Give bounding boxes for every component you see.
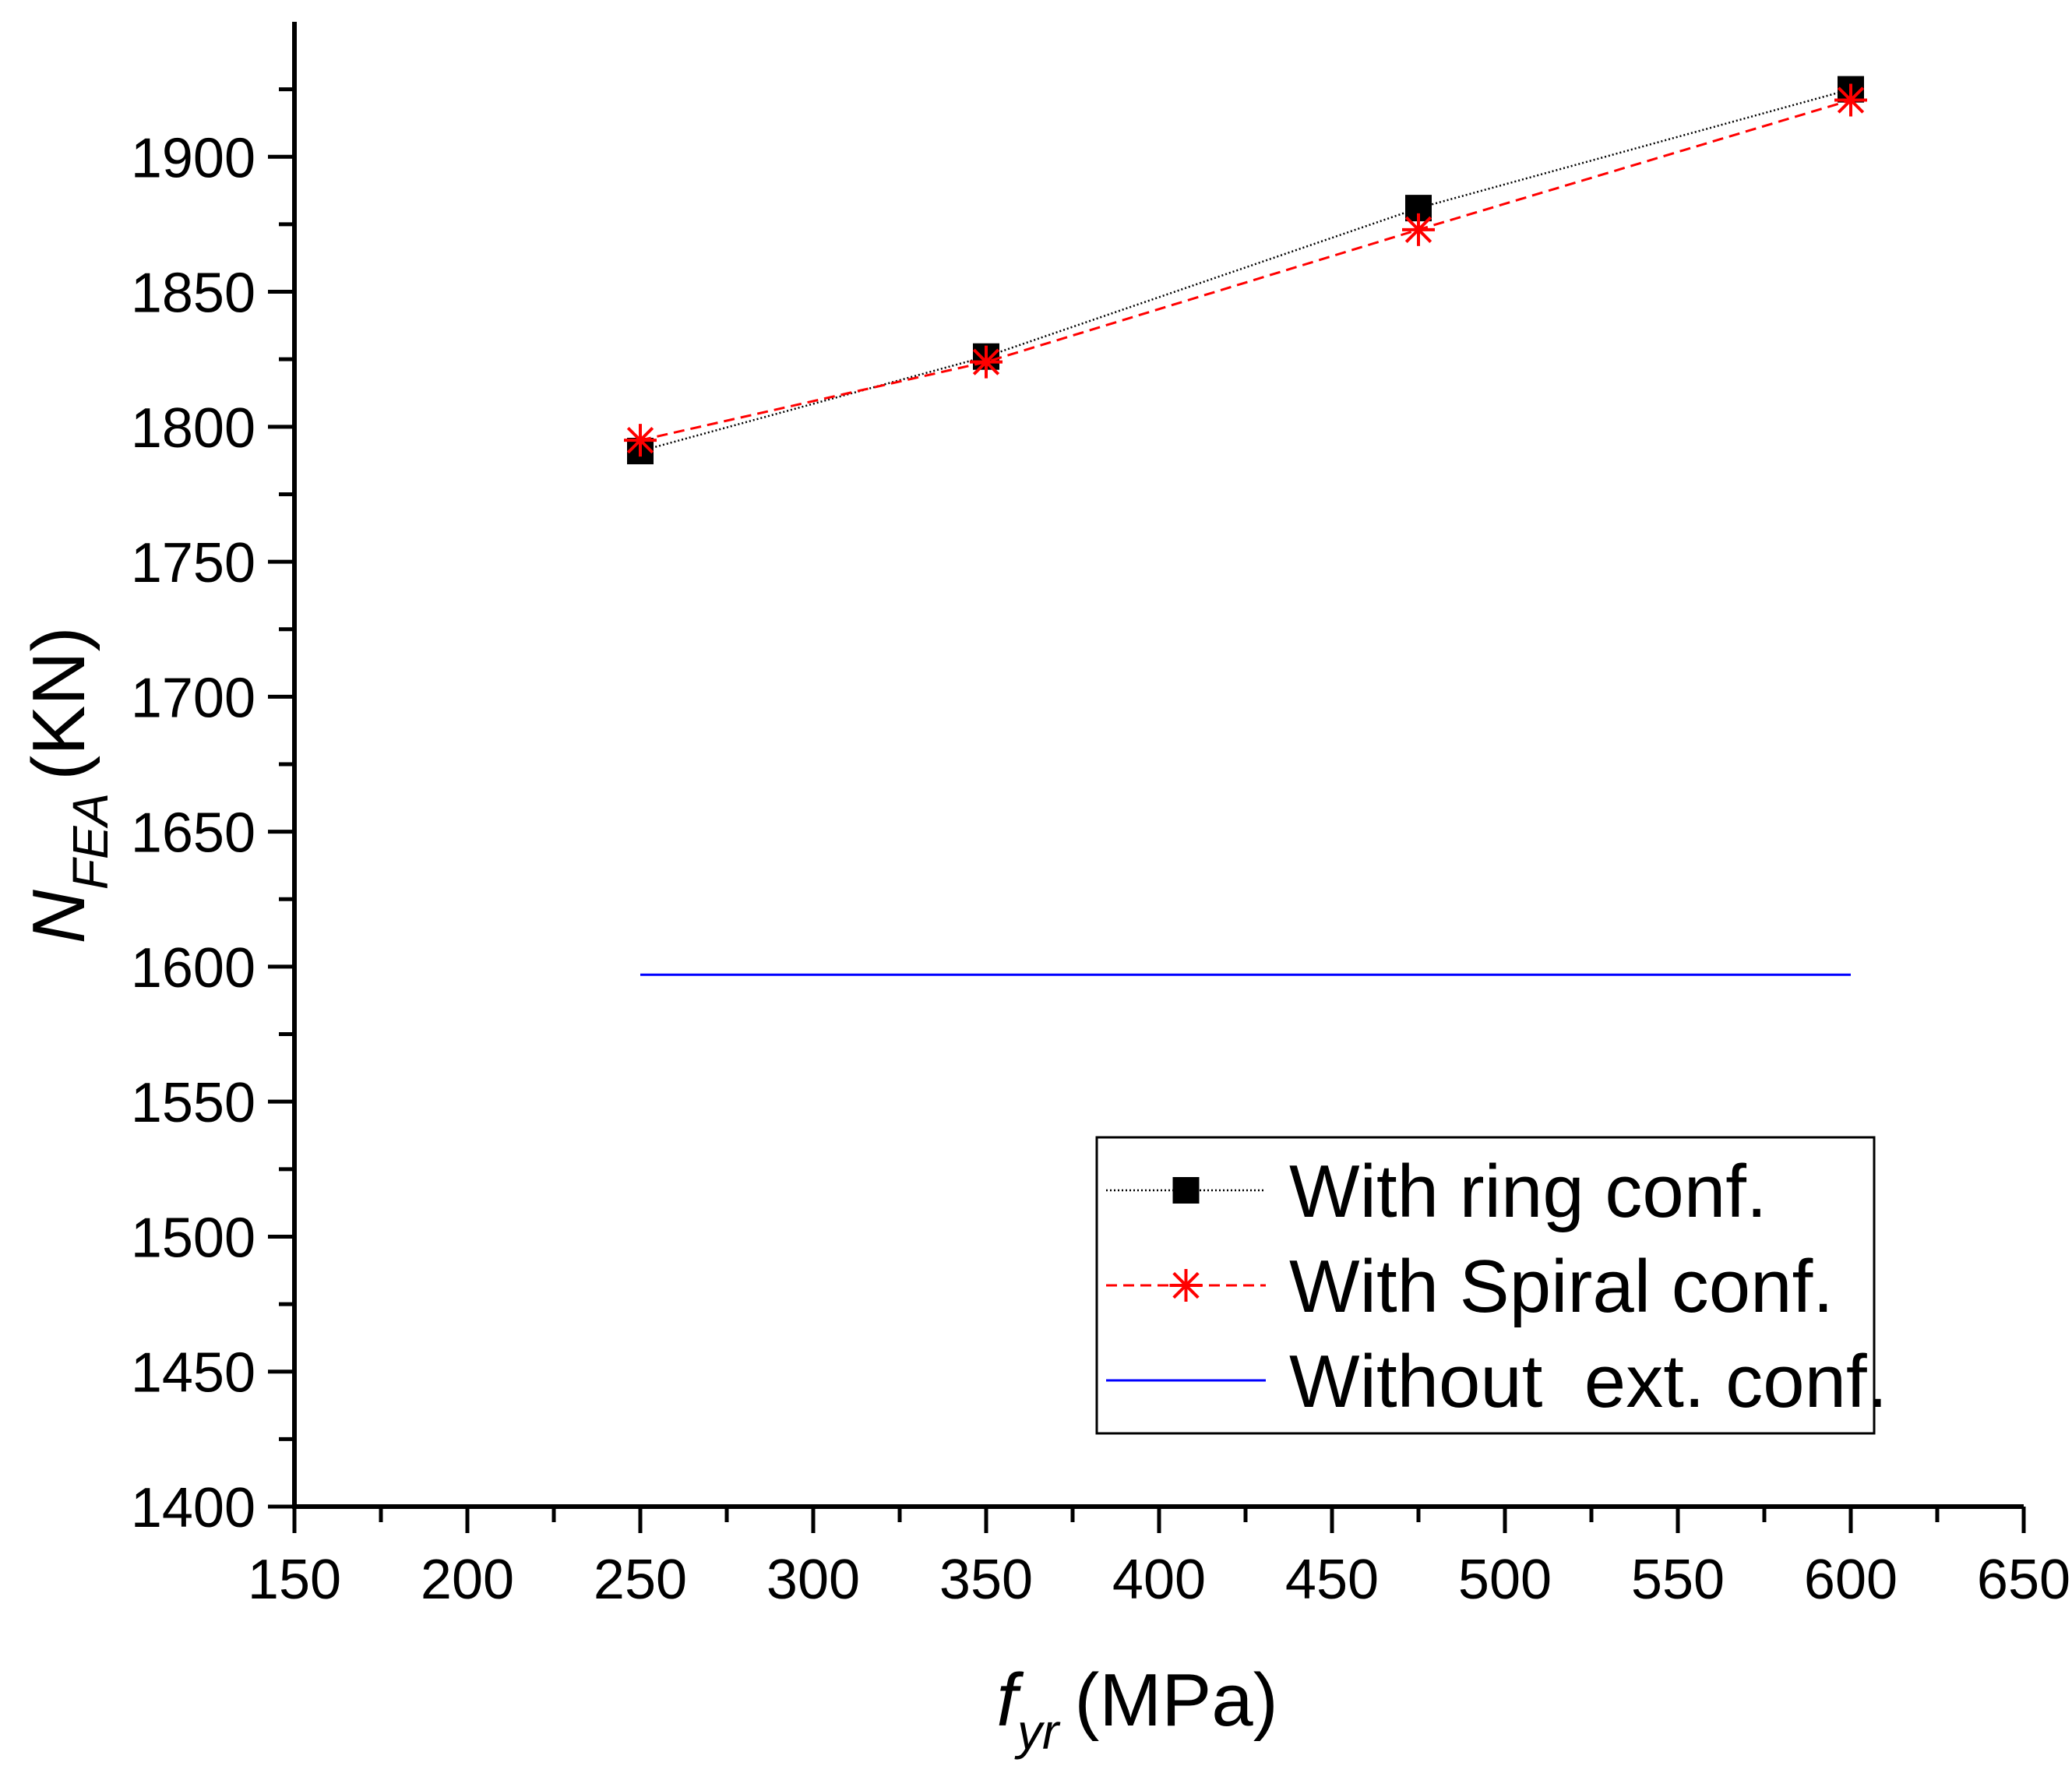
x-axis-title: fyr (MPa): [996, 1658, 1277, 1760]
y-axis-symbol: N: [17, 890, 100, 944]
legend-item: With Spiral conf.: [1106, 1245, 1834, 1328]
y-tick-label: 1650: [131, 802, 255, 865]
y-tick-label: 1850: [131, 263, 255, 325]
y-tick-label: 1900: [131, 127, 255, 189]
legend: With ring conf. With Spiral conf. Without …: [1095, 1136, 1887, 1435]
legend-item: With ring conf.: [1106, 1150, 1767, 1233]
x-tick-label: 300: [766, 1549, 860, 1611]
legend-label: Without ext. conf.: [1289, 1340, 1887, 1423]
tick-labels: 150 200 250 300 350 400 450 500 550 600 650 1400 145…: [131, 127, 2070, 1611]
x-axis-subscript: yr: [1014, 1704, 1061, 1760]
data-point: [970, 345, 1003, 379]
x-tick-label: 450: [1285, 1549, 1379, 1611]
y-tick-label: 1400: [131, 1477, 255, 1539]
y-tick-label: 1450: [131, 1342, 255, 1405]
series-line: [640, 88, 1852, 453]
x-tick-label: 600: [1804, 1549, 1898, 1611]
x-tick-label: 550: [1631, 1549, 1725, 1611]
y-tick-label: 1500: [131, 1207, 255, 1269]
legend-marker: [1169, 1269, 1203, 1302]
legend-item: Without ext. conf.: [1106, 1340, 1887, 1423]
data-point: [624, 424, 657, 457]
y-tick-label: 1750: [131, 532, 255, 594]
data-point: [1402, 213, 1435, 246]
y-axis-subscript: FEA: [62, 793, 118, 890]
data-point: [1834, 83, 1867, 117]
x-axis-unit: (MPa): [1074, 1658, 1277, 1742]
x-tick-label: 350: [939, 1549, 1033, 1611]
legend-label: With Spiral conf.: [1289, 1245, 1834, 1328]
x-tick-label: 400: [1112, 1549, 1206, 1611]
y-axis-title: NFEA (KN): [17, 626, 118, 943]
y-tick-label: 1700: [131, 667, 255, 729]
y-axis-unit: (KN): [17, 626, 100, 780]
y-tick-label: 1600: [131, 937, 255, 999]
x-tick-label: 250: [594, 1549, 687, 1611]
series-line: [640, 99, 1852, 442]
series-layer: [624, 76, 1867, 976]
legend-label: With ring conf.: [1289, 1150, 1767, 1233]
legend-marker: [1172, 1177, 1200, 1204]
axes: [292, 22, 2024, 1509]
axis-ticks: [268, 87, 2026, 1533]
series-2: [624, 83, 1867, 457]
x-tick-label: 650: [1977, 1549, 2070, 1611]
x-tick-label: 200: [421, 1549, 514, 1611]
x-tick-label: 500: [1458, 1549, 1552, 1611]
x-tick-label: 150: [248, 1549, 341, 1611]
y-tick-label: 1800: [131, 397, 255, 460]
y-tick-label: 1550: [131, 1072, 255, 1134]
series-1: [627, 76, 1864, 465]
